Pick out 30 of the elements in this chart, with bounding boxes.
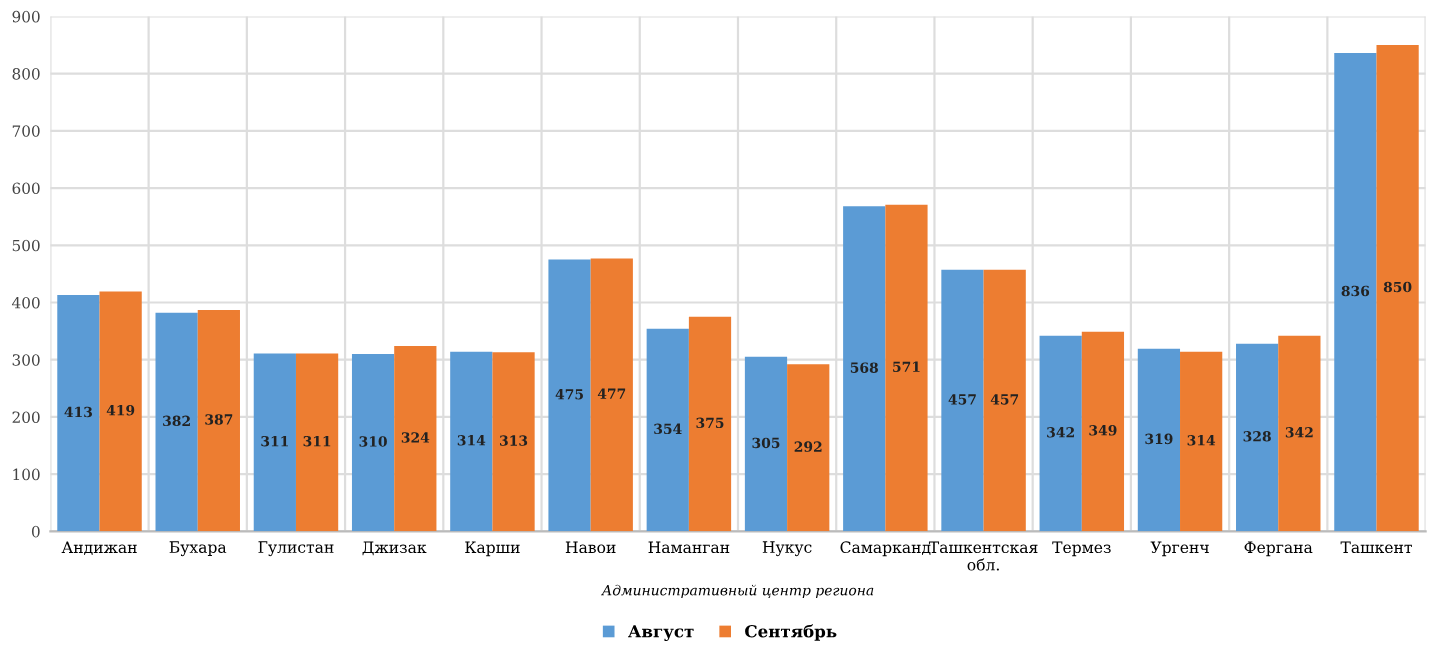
legend-label: Август: [628, 625, 694, 641]
bar: [450, 351, 493, 532]
bar: [744, 356, 788, 532]
bar: [548, 259, 591, 532]
bar: [394, 345, 437, 532]
bar: [1081, 331, 1125, 532]
legend-label: Сентябрь: [745, 624, 837, 641]
bar: [1039, 335, 1082, 532]
bar: [885, 204, 928, 532]
bar: [253, 353, 296, 532]
bar: [295, 353, 339, 532]
bar: [1236, 343, 1279, 532]
bar: [787, 364, 830, 532]
bar: [1137, 348, 1181, 532]
bar: [941, 269, 984, 532]
bar: [57, 295, 100, 532]
bar: [590, 258, 633, 532]
bar: [492, 352, 535, 532]
bar: [646, 328, 689, 532]
bar: [351, 353, 395, 532]
bar: [99, 291, 142, 532]
bar: [197, 309, 240, 532]
bar: [843, 206, 886, 532]
bar: [983, 269, 1026, 532]
bar: [155, 312, 198, 532]
bar: [1334, 53, 1377, 532]
bar: [688, 316, 732, 532]
bar: [1180, 351, 1223, 532]
bar: [1376, 45, 1419, 532]
bar: [1278, 335, 1321, 532]
